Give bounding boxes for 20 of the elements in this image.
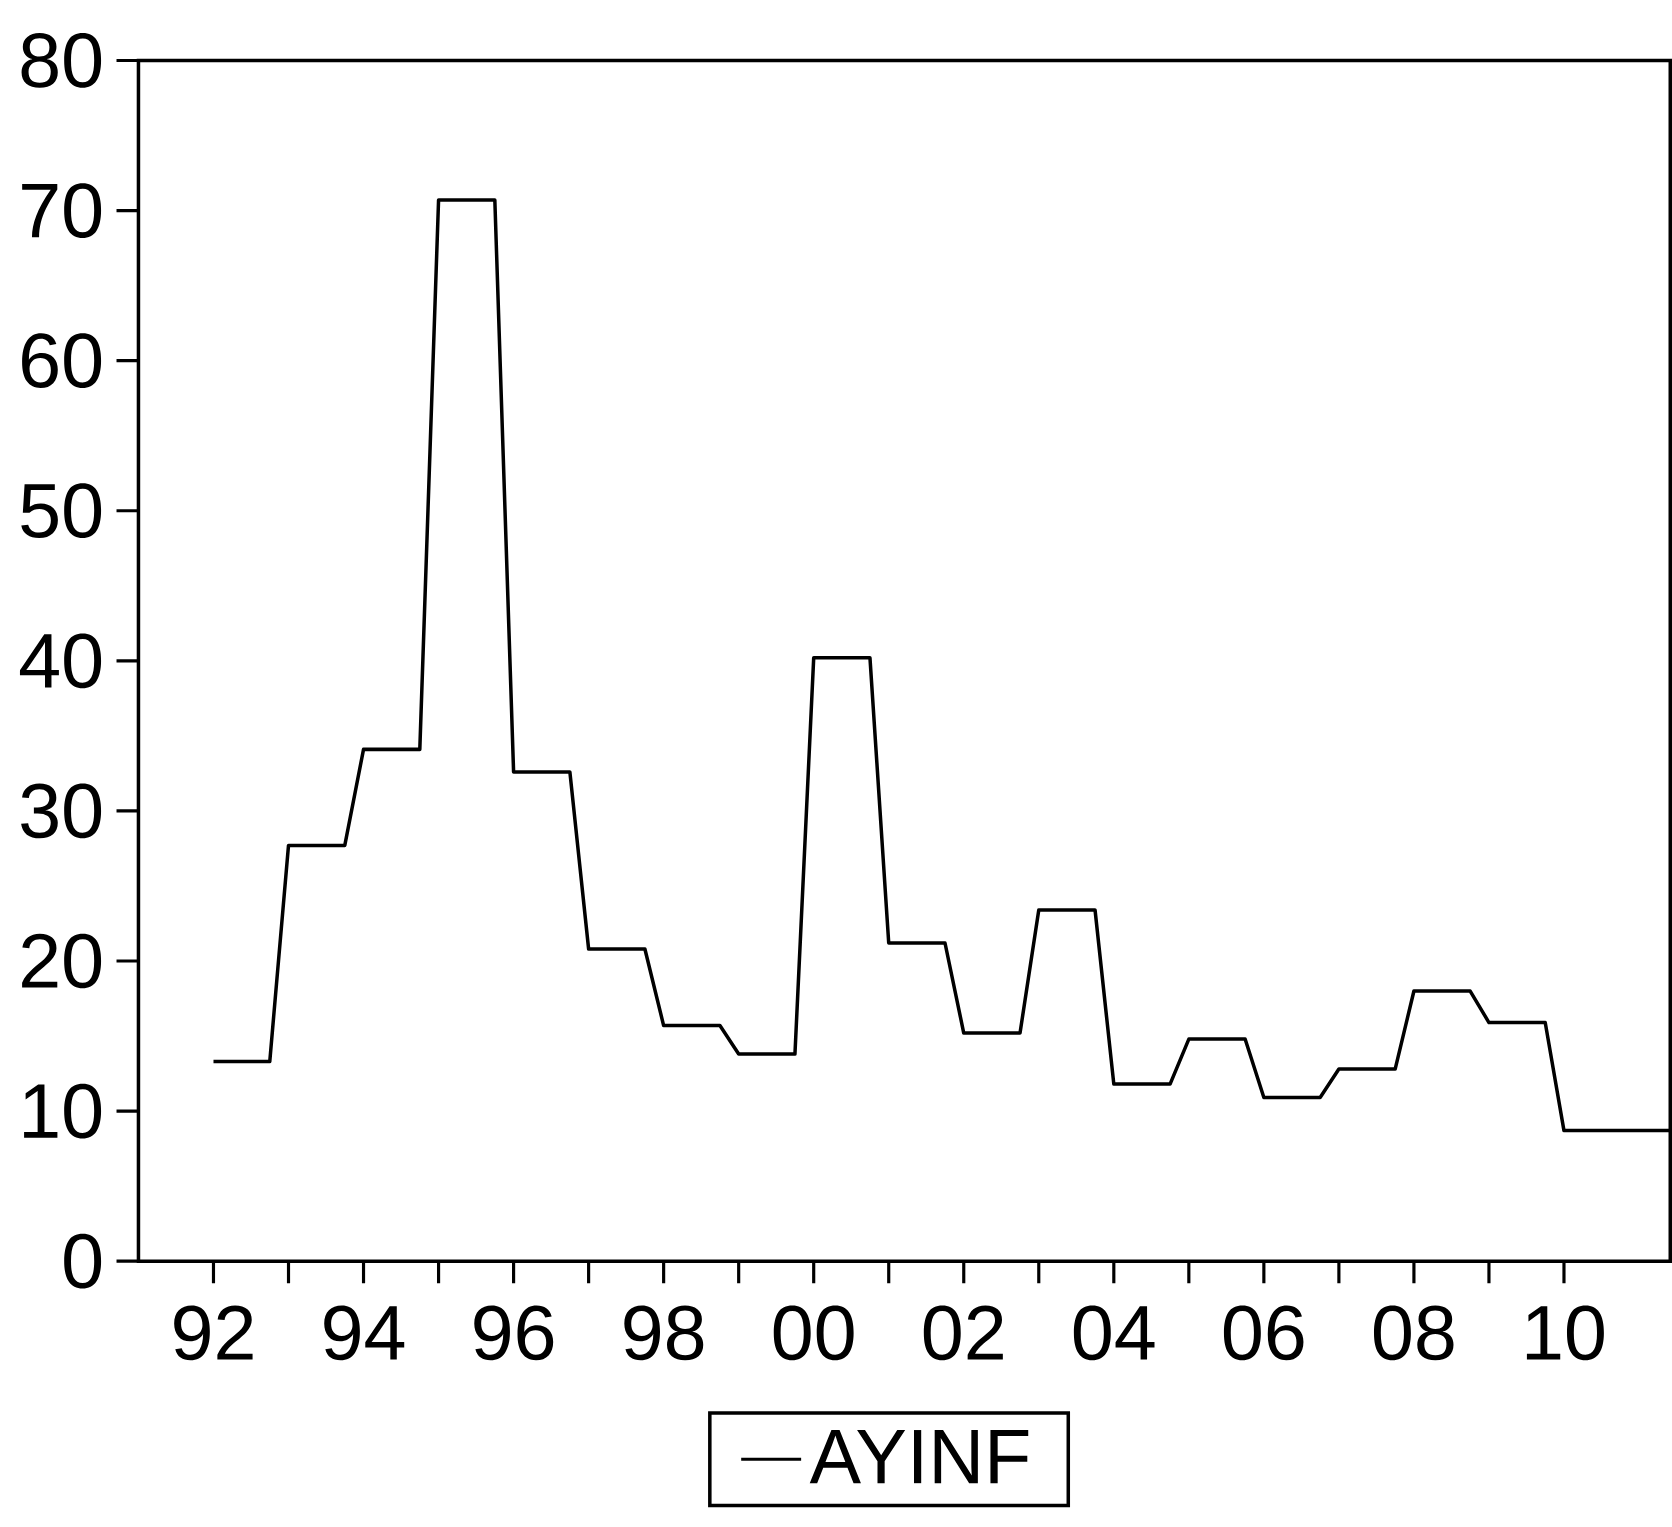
y-tick-label: 60 bbox=[22, 333, 102, 388]
x-tick-label: 92 bbox=[174, 1305, 253, 1361]
x-tick-label: 06 bbox=[1223, 1305, 1304, 1361]
x-tick-label: 04 bbox=[1073, 1305, 1155, 1361]
x-tick-label: 94 bbox=[324, 1305, 405, 1361]
y-tick-label: 0 bbox=[64, 1233, 102, 1289]
y-tick-label: 10 bbox=[24, 1083, 102, 1139]
y-tick-label: 40 bbox=[19, 633, 102, 688]
x-tick-label: 08 bbox=[1373, 1305, 1454, 1361]
x-tick-label: 96 bbox=[474, 1305, 554, 1361]
x-tick-label: 00 bbox=[773, 1305, 854, 1361]
x-tick-label: 02 bbox=[923, 1305, 1003, 1361]
y-tick-label: 50 bbox=[21, 483, 102, 538]
legend-label: AYINF bbox=[809, 1429, 1029, 1483]
x-tick-label: 98 bbox=[624, 1305, 704, 1361]
y-tick-label: 70 bbox=[22, 182, 102, 238]
y-tick-label: 80 bbox=[21, 32, 102, 88]
y-tick-label: 30 bbox=[21, 783, 102, 839]
y-tick-label: 20 bbox=[22, 933, 102, 989]
x-tick-label: 10 bbox=[1526, 1305, 1604, 1361]
